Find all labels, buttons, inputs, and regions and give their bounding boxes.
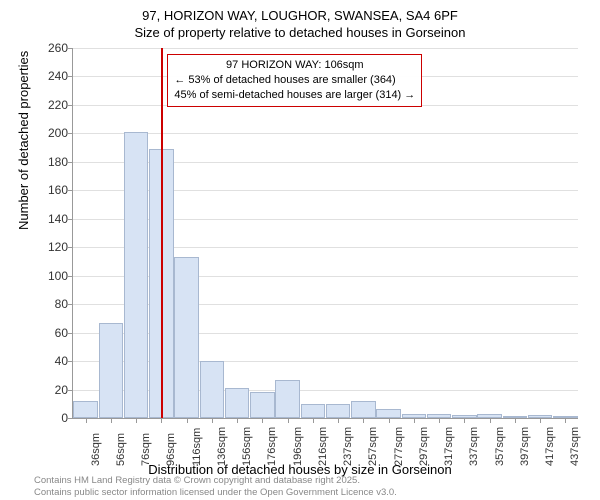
xtick-label: 237sqm [342, 427, 354, 466]
xtick-mark [515, 418, 516, 423]
xtick-mark [389, 418, 390, 423]
xtick-label: 96sqm [165, 433, 177, 466]
ytick-mark [68, 276, 73, 277]
xtick-label: 176sqm [266, 427, 278, 466]
histogram-bar [225, 388, 250, 418]
grid-line [73, 133, 578, 134]
title-line2: Size of property relative to detached ho… [0, 25, 600, 40]
ytick-mark [68, 219, 73, 220]
xtick-mark [414, 418, 415, 423]
histogram-bar [174, 257, 199, 418]
xtick-mark [262, 418, 263, 423]
ytick-label: 40 [38, 354, 68, 368]
histogram-bar [250, 392, 275, 418]
plot-area: 02040608010012014016018020022024026036sq… [72, 48, 578, 419]
histogram-bar [99, 323, 124, 418]
ytick-mark [68, 133, 73, 134]
xtick-label: 417sqm [544, 427, 556, 466]
ytick-label: 220 [38, 98, 68, 112]
ytick-label: 200 [38, 126, 68, 140]
histogram-bar [73, 401, 98, 418]
callout-box: 97 HORIZON WAY: 106sqm← 53% of detached … [167, 54, 422, 107]
title-line1: 97, HORIZON WAY, LOUGHOR, SWANSEA, SA4 6… [0, 8, 600, 23]
xtick-mark [187, 418, 188, 423]
histogram-bar [351, 401, 376, 418]
histogram-bar [124, 132, 149, 418]
grid-line [73, 48, 578, 49]
callout-line1: 97 HORIZON WAY: 106sqm [174, 58, 415, 73]
footer-line2: Contains public sector information licen… [34, 487, 397, 498]
xtick-label: 36sqm [90, 433, 102, 466]
xtick-label: 156sqm [241, 427, 253, 466]
xtick-label: 357sqm [494, 427, 506, 466]
callout-line3: 45% of semi-detached houses are larger (… [174, 88, 415, 103]
xtick-label: 76sqm [140, 433, 152, 466]
xtick-mark [136, 418, 137, 423]
ytick-label: 100 [38, 269, 68, 283]
histogram-bar [301, 404, 326, 418]
ytick-mark [68, 390, 73, 391]
ytick-mark [68, 162, 73, 163]
ytick-label: 0 [38, 411, 68, 425]
marker-line [161, 48, 163, 418]
xtick-mark [86, 418, 87, 423]
ytick-mark [68, 333, 73, 334]
histogram-bar [200, 361, 225, 418]
xtick-label: 317sqm [443, 427, 455, 466]
xtick-label: 257sqm [367, 427, 379, 466]
ytick-mark [68, 76, 73, 77]
y-axis-label: Number of detached properties [16, 51, 31, 230]
ytick-label: 260 [38, 41, 68, 55]
xtick-label: 277sqm [393, 427, 405, 466]
xtick-mark [363, 418, 364, 423]
ytick-label: 120 [38, 240, 68, 254]
xtick-mark [111, 418, 112, 423]
histogram-bar [376, 409, 401, 418]
xtick-mark [464, 418, 465, 423]
ytick-mark [68, 304, 73, 305]
ytick-label: 60 [38, 326, 68, 340]
footer-line1: Contains HM Land Registry data © Crown c… [34, 475, 397, 486]
xtick-label: 297sqm [418, 427, 430, 466]
ytick-mark [68, 361, 73, 362]
xtick-mark [338, 418, 339, 423]
ytick-label: 140 [38, 212, 68, 226]
ytick-mark [68, 247, 73, 248]
xtick-label: 196sqm [292, 427, 304, 466]
xtick-mark [439, 418, 440, 423]
ytick-mark [68, 105, 73, 106]
xtick-label: 216sqm [317, 427, 329, 466]
ytick-label: 20 [38, 383, 68, 397]
ytick-mark [68, 48, 73, 49]
chart-area: 02040608010012014016018020022024026036sq… [72, 48, 577, 418]
ytick-mark [68, 418, 73, 419]
ytick-mark [68, 190, 73, 191]
xtick-mark [540, 418, 541, 423]
callout-line2: ← 53% of detached houses are smaller (36… [174, 73, 415, 88]
xtick-label: 116sqm [191, 428, 203, 466]
ytick-label: 180 [38, 155, 68, 169]
ytick-label: 240 [38, 69, 68, 83]
histogram-bar [326, 404, 351, 418]
xtick-mark [565, 418, 566, 423]
xtick-label: 397sqm [519, 427, 531, 466]
xtick-mark [237, 418, 238, 423]
xtick-mark [161, 418, 162, 423]
xtick-mark [212, 418, 213, 423]
footer-attribution: Contains HM Land Registry data © Crown c… [34, 475, 397, 498]
ytick-label: 160 [38, 183, 68, 197]
xtick-label: 136sqm [216, 427, 228, 466]
histogram-bar [275, 380, 300, 418]
xtick-label: 337sqm [468, 427, 480, 466]
xtick-mark [288, 418, 289, 423]
ytick-label: 80 [38, 297, 68, 311]
xtick-mark [313, 418, 314, 423]
xtick-label: 437sqm [569, 427, 581, 466]
xtick-label: 56sqm [115, 433, 127, 466]
xtick-mark [490, 418, 491, 423]
